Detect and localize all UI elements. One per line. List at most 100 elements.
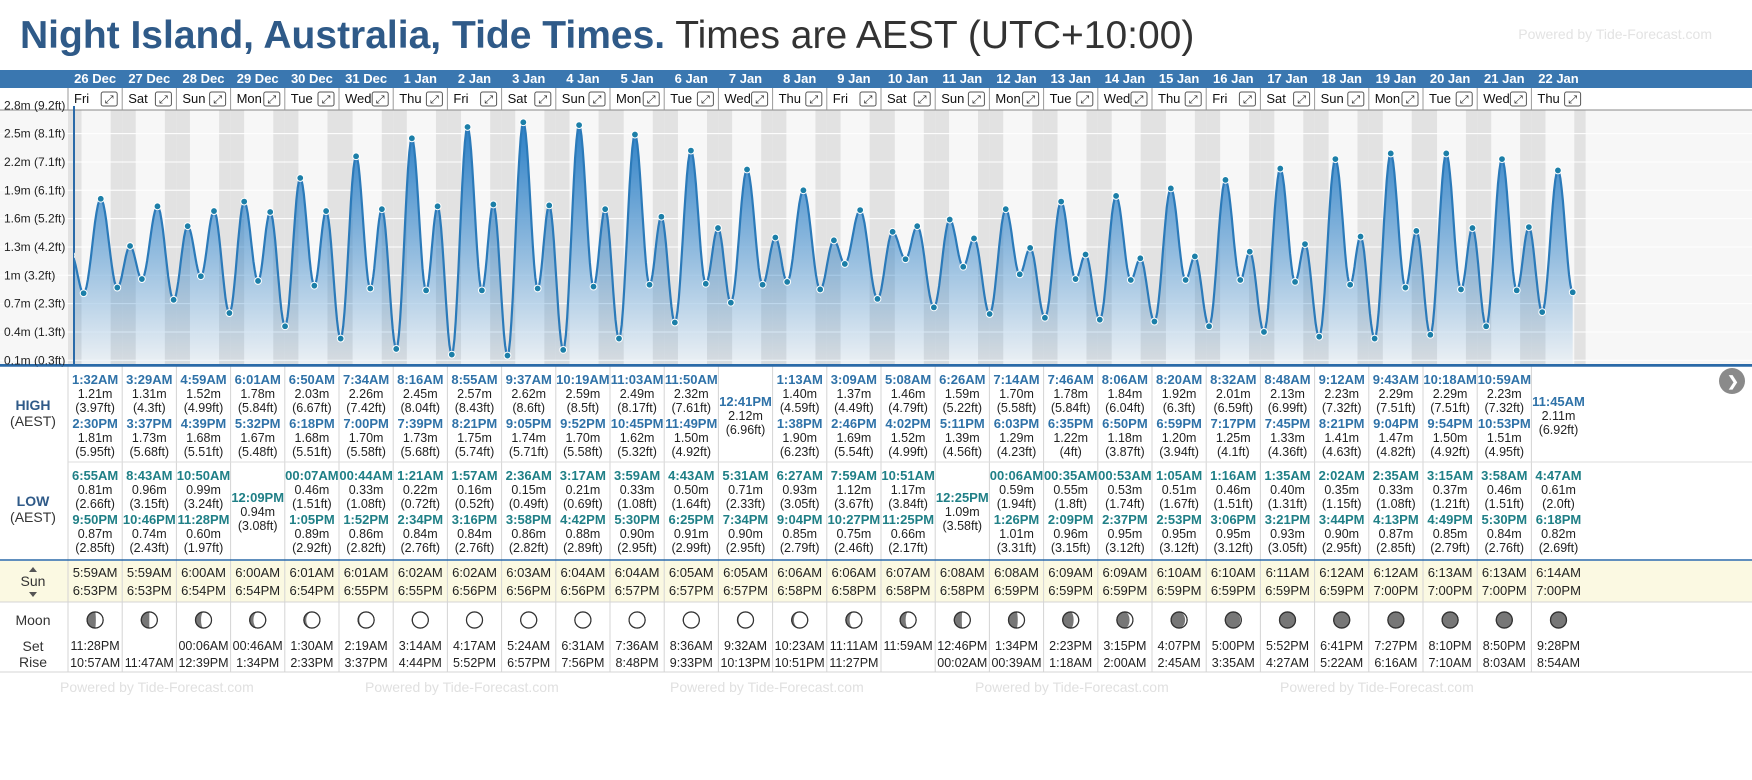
tide-point	[533, 284, 542, 293]
expand-icon-glyph: ⤢	[701, 94, 710, 106]
high-tide-time: 7:46AM	[1048, 372, 1094, 387]
high-tide-height: 1.67m	[240, 431, 275, 445]
expand-icon-glyph: ⤢	[972, 94, 981, 106]
moonset-time: 10:23AM	[775, 639, 825, 653]
high-tide-height: 1.74m	[511, 431, 546, 445]
night-band	[327, 110, 339, 365]
sunset-time: 6:59PM	[1265, 583, 1310, 598]
moon-outline	[899, 611, 917, 629]
tide-point	[1370, 334, 1379, 343]
y-tick-label: 2.2m (7.1ft)	[4, 155, 65, 169]
date-label: 5 Jan	[620, 71, 653, 86]
low-tide-time: 1:21AM	[397, 468, 443, 483]
tide-point	[1426, 330, 1435, 339]
night-band	[869, 110, 881, 365]
high-tide-feet: (5.48ft)	[238, 445, 278, 459]
moon-lit-part	[412, 612, 429, 628]
moonset-time: 5:00PM	[1212, 639, 1255, 653]
tide-point	[1401, 283, 1410, 292]
low-tide-height: 0.90m	[620, 527, 655, 541]
tide-point	[1260, 328, 1268, 336]
high-tide-feet: (4.92ft)	[671, 445, 711, 459]
sunrise-time: 6:07AM	[886, 565, 931, 580]
sun-label: Sun	[21, 573, 46, 589]
expand-icon-glyph: ⤢	[213, 94, 222, 106]
tide-point	[352, 152, 360, 161]
tide-point	[726, 298, 735, 307]
tide-point	[1181, 276, 1190, 284]
moon-lit-part	[738, 612, 754, 628]
tide-point	[1015, 270, 1024, 279]
tide-point	[1190, 252, 1199, 261]
date-label: 10 Jan	[888, 71, 929, 86]
expand-icon	[913, 91, 931, 107]
tide-point	[758, 280, 767, 289]
date-label: 21 Jan	[1484, 71, 1525, 86]
tide-point	[310, 281, 319, 290]
low-tide-feet: (1.51ft)	[292, 497, 332, 511]
expand-icon	[642, 91, 660, 107]
tide-point	[463, 123, 472, 131]
low-tide-time: 9:50PM	[72, 512, 118, 527]
high-tide-height: 1.20m	[1162, 431, 1197, 445]
moon-outline	[736, 611, 755, 629]
low-tide-feet: (1.64ft)	[671, 497, 711, 511]
low-tide-feet: (3.24ft)	[184, 497, 224, 511]
high-tide-time: 4:39PM	[181, 416, 227, 431]
tide-point	[1095, 315, 1104, 324]
moon-lit-part	[520, 612, 537, 628]
high-tide-feet: (5.74ft)	[455, 445, 495, 459]
high-tide-feet: (7.42ft)	[346, 401, 386, 415]
tide-point	[1205, 322, 1213, 331]
tide-point	[183, 222, 192, 231]
low-tide-feet: (2.0ft)	[1542, 497, 1575, 511]
low-tide-feet: (2.95ft)	[617, 541, 657, 555]
tide-point	[1331, 155, 1340, 164]
high-tide-height: 1.75m	[457, 431, 492, 445]
high-tide-time: 7:39PM	[398, 416, 444, 431]
high-tide-feet: (5.68ft)	[129, 445, 169, 459]
low-tide-feet: (2.95ft)	[726, 541, 766, 555]
tide-point	[1457, 285, 1465, 294]
low-tide-time: 1:05PM	[289, 512, 335, 527]
high-tide-feet: (4.59ft)	[780, 401, 820, 415]
tide-point	[254, 277, 262, 285]
tide-point	[126, 242, 134, 250]
low-tide-time: 2:53PM	[1156, 512, 1202, 527]
moon-outline	[465, 611, 484, 629]
expand-icon-glyph: ⤢	[267, 94, 276, 106]
low-tide-height: 0.33m	[1379, 483, 1414, 497]
tide-point	[281, 322, 289, 331]
high-tide-feet: (5.51ft)	[292, 445, 332, 459]
weekday-label: Sat	[887, 91, 907, 106]
sunset-time: 6:59PM	[1157, 583, 1202, 598]
tide-point	[840, 260, 849, 268]
low-tide-feet: (1.31ft)	[1268, 497, 1308, 511]
date-header: 26 Dec Fri ⤢ 27 Dec Sat ⤢ 28 Dec Sun ⤢ 29 Dec Mon ⤢…	[0, 70, 1752, 111]
low-tide-time: 6:25PM	[669, 512, 715, 527]
sunrise-time: 6:10AM	[1157, 565, 1202, 580]
low-tide-height: 0.90m	[1324, 527, 1359, 541]
sunrise-time: 6:05AM	[723, 565, 768, 580]
night-band	[555, 110, 570, 365]
low-tide-time: 3:58PM	[506, 512, 552, 527]
night-band	[1574, 110, 1586, 365]
high-tide-feet: (6.67ft)	[292, 401, 332, 415]
sunrise-time: 6:00AM	[181, 565, 226, 580]
sunset-time: 6:55PM	[344, 583, 389, 598]
moon-lit-part	[253, 612, 266, 628]
high-tide-height: 1.18m	[1108, 431, 1143, 445]
low-tide-time: 2:35AM	[1373, 468, 1419, 483]
high-tide-feet: (4.79ft)	[888, 401, 928, 415]
low-tide-height: 0.88m	[566, 527, 601, 541]
low-tide-feet: (1.51ft)	[1484, 497, 1524, 511]
high-tide-height: 1.62m	[620, 431, 655, 445]
low-tide-feet: (2.76ft)	[1484, 541, 1524, 555]
expand-icon	[1401, 91, 1419, 107]
low-tide-height: 0.15m	[511, 483, 546, 497]
moonset-time: 11:59AM	[884, 639, 933, 653]
moon-outline	[1387, 611, 1405, 629]
high-tide-feet: (6.99ft)	[1268, 401, 1308, 415]
high-tide-height: 1.37m	[837, 387, 872, 401]
tide-point	[783, 277, 792, 286]
